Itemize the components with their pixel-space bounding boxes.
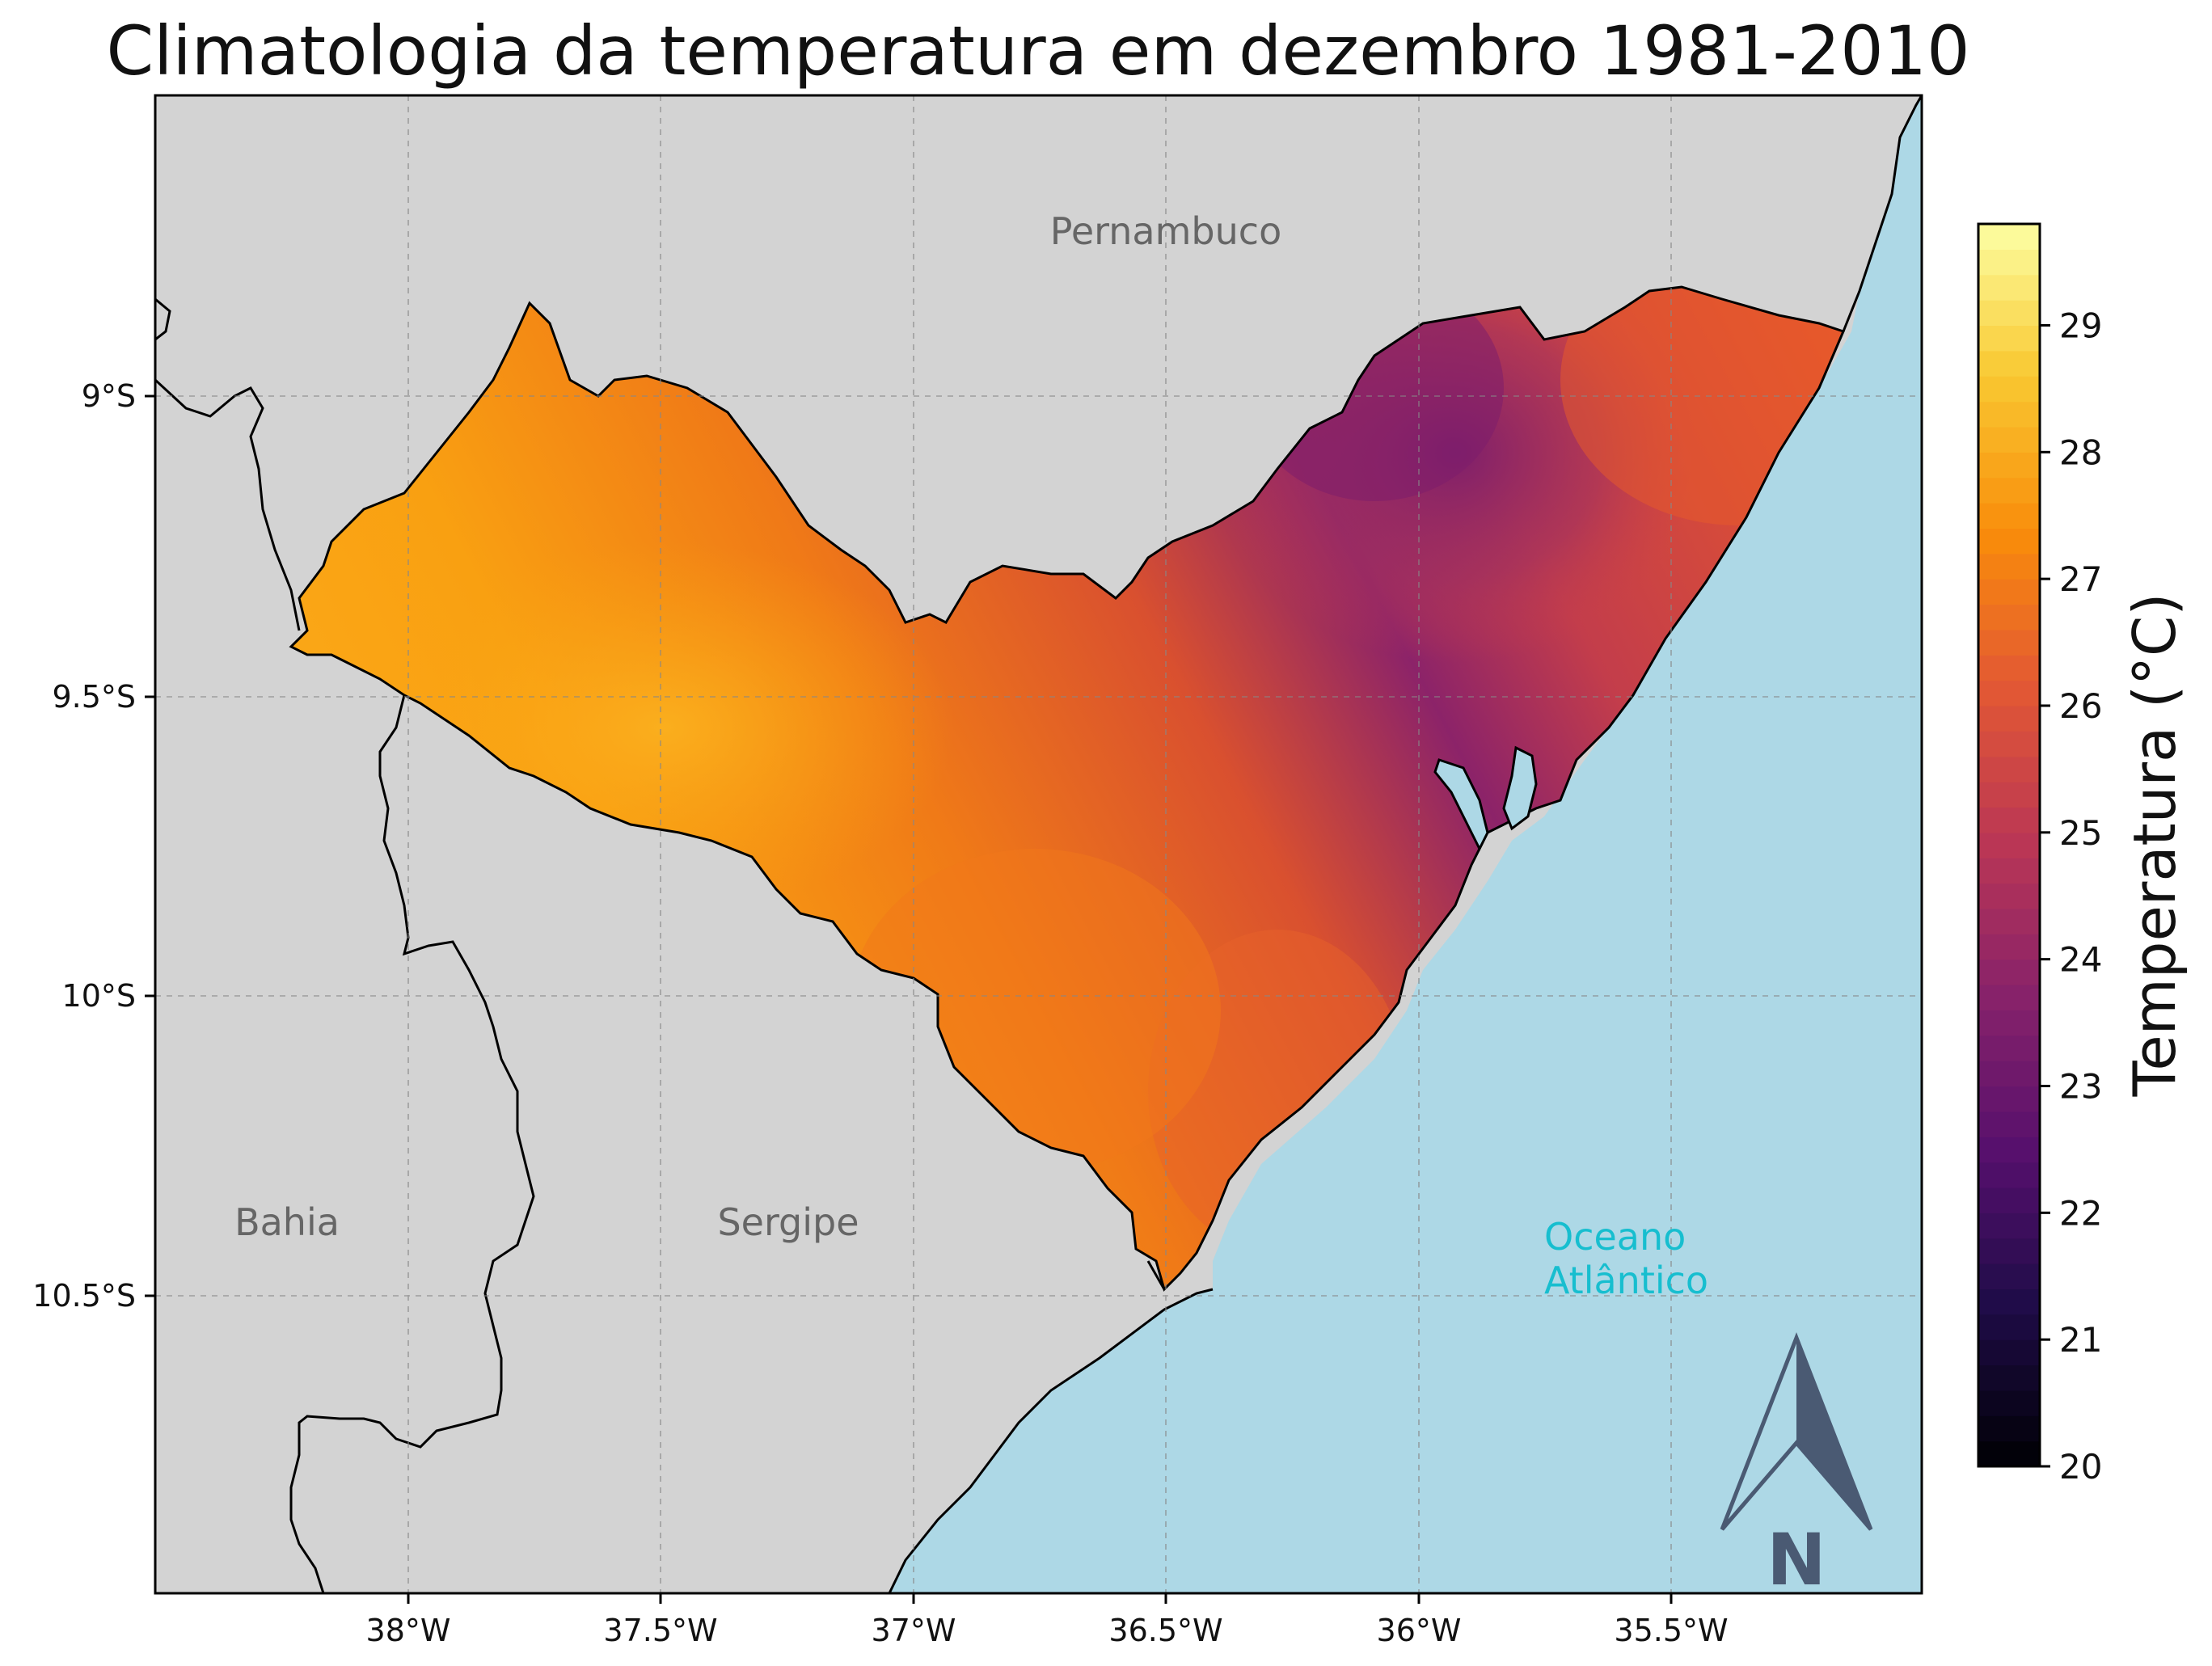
colorbar-step <box>1978 680 2040 706</box>
colorbar-step <box>1978 1390 2040 1416</box>
north-arrow-label: N <box>1767 1518 1826 1601</box>
coastline <box>1842 95 1922 332</box>
label-pernambuco: Pernambuco <box>1050 209 1281 253</box>
ocean-area <box>889 95 1922 1593</box>
colorbar-step <box>1978 401 2040 428</box>
colorbar-step <box>1978 832 2040 858</box>
label-ocean-line2: Atlântico <box>1544 1259 1708 1302</box>
colorbar-step <box>1978 1364 2040 1391</box>
colorbar-step <box>1978 1440 2040 1466</box>
x-tick-label: 37.5°W <box>603 1613 717 1648</box>
colorbar-step <box>1978 1035 2040 1061</box>
colorbar-step <box>1978 300 2040 327</box>
colorbar-step <box>1978 1111 2040 1137</box>
x-tick-label: 36°W <box>1377 1613 1462 1648</box>
y-tick-label: 9.5°S <box>52 679 136 715</box>
colorbar-step <box>1978 1162 2040 1188</box>
colorbar-tick-label: 28 <box>2059 432 2102 472</box>
colorbar-step <box>1978 1238 2040 1264</box>
colorbar-tick-label: 26 <box>2059 686 2102 726</box>
colorbar-step <box>1978 756 2040 782</box>
colorbar-step <box>1978 579 2040 605</box>
colorbar-label: Temperatura (°C) <box>2121 593 2189 1098</box>
x-axis <box>407 1593 1673 1604</box>
colorbar-step <box>1978 908 2040 934</box>
colorbar-step <box>1978 858 2040 884</box>
y-tick-label: 10°S <box>62 978 136 1014</box>
colorbar-step <box>1978 1213 2040 1239</box>
x-tick-label: 35.5°W <box>1614 1613 1728 1648</box>
colorbar-step <box>1978 1086 2040 1112</box>
colorbar-step <box>1978 224 2040 250</box>
state-boundary <box>155 297 171 341</box>
x-tick-label: 37°W <box>872 1613 956 1648</box>
gridlines <box>155 95 1922 1593</box>
map-frame <box>154 94 1923 1595</box>
colorbar-frame <box>1977 222 2041 1468</box>
colorbar-step <box>1978 731 2040 757</box>
colorbar-step <box>1978 1137 2040 1163</box>
colorbar-tick-label: 27 <box>2059 559 2102 599</box>
colorbar-gradient <box>1978 224 2040 1466</box>
colorbar-step <box>1978 705 2040 732</box>
colorbar-step <box>1978 807 2040 833</box>
y-tick-label: 9°S <box>82 378 136 414</box>
colorbar-tick-label: 20 <box>2059 1447 2102 1487</box>
colorbar-tick-label: 24 <box>2059 940 2102 980</box>
state-boundary <box>155 378 301 631</box>
colorbar-step <box>1978 528 2040 555</box>
y-axis <box>145 394 155 1297</box>
colorbar-step <box>1978 1289 2040 1315</box>
y-tick-label: 10.5°S <box>32 1278 136 1314</box>
colorbar-step <box>1978 629 2040 656</box>
x-tick-label: 38°W <box>366 1613 451 1648</box>
colorbar-step <box>1978 934 2040 960</box>
colorbar-step <box>1978 325 2040 352</box>
colorbar-step <box>1978 249 2040 276</box>
chart-title: Climatologia da temperatura em dezembro … <box>106 11 1969 91</box>
colorbar-step <box>1978 477 2040 504</box>
colorbar-step <box>1978 782 2040 808</box>
colorbar: 20 21 22 23 24 25 26 27 28 29 Temperatura (°C) <box>1977 222 2189 1487</box>
colorbar-step <box>1978 274 2040 301</box>
north-arrow: N <box>1720 1332 1873 1601</box>
colorbar-tick-label: 25 <box>2059 813 2102 853</box>
colorbar-tick-label: 21 <box>2059 1320 2102 1360</box>
colorbar-step <box>1978 1061 2040 1087</box>
colorbar-step <box>1978 604 2040 631</box>
colorbar-step <box>1978 655 2040 681</box>
label-sergipe: Sergipe <box>717 1200 859 1244</box>
colorbar-step <box>1978 985 2040 1010</box>
coastline <box>888 1288 1214 1593</box>
colorbar-step <box>1978 1314 2040 1340</box>
x-tick-label: 36.5°W <box>1108 1613 1222 1648</box>
label-bahia: Bahia <box>234 1200 340 1244</box>
colorbar-step <box>1978 503 2040 529</box>
label-ocean-line1: Oceano <box>1544 1215 1686 1259</box>
colorbar-step <box>1978 1263 2040 1290</box>
colorbar-ticks: 20 21 22 23 24 25 26 27 28 29 <box>2040 306 2102 1487</box>
colorbar-step <box>1978 883 2040 909</box>
colorbar-step <box>1978 1187 2040 1213</box>
lagoon <box>1433 758 1489 852</box>
colorbar-tick-label: 29 <box>2059 306 2102 345</box>
state-boundary <box>289 694 535 1593</box>
colorbar-step <box>1978 350 2040 377</box>
colorbar-step <box>1978 553 2040 580</box>
colorbar-step <box>1978 426 2040 453</box>
colorbar-step <box>1978 1339 2040 1366</box>
map-area: Pernambuco Bahia Sergipe Oceano Atlântic… <box>32 94 1923 1648</box>
colorbar-step <box>1978 452 2040 479</box>
lagoon <box>1502 745 1538 831</box>
colorbar-step <box>1978 1010 2040 1036</box>
colorbar-step <box>1978 376 2040 403</box>
colorbar-tick-label: 22 <box>2059 1193 2102 1233</box>
state-boundary <box>1146 1260 1166 1290</box>
colorbar-step <box>1978 1415 2040 1442</box>
colorbar-step <box>1978 959 2040 985</box>
colorbar-tick-label: 23 <box>2059 1066 2102 1106</box>
